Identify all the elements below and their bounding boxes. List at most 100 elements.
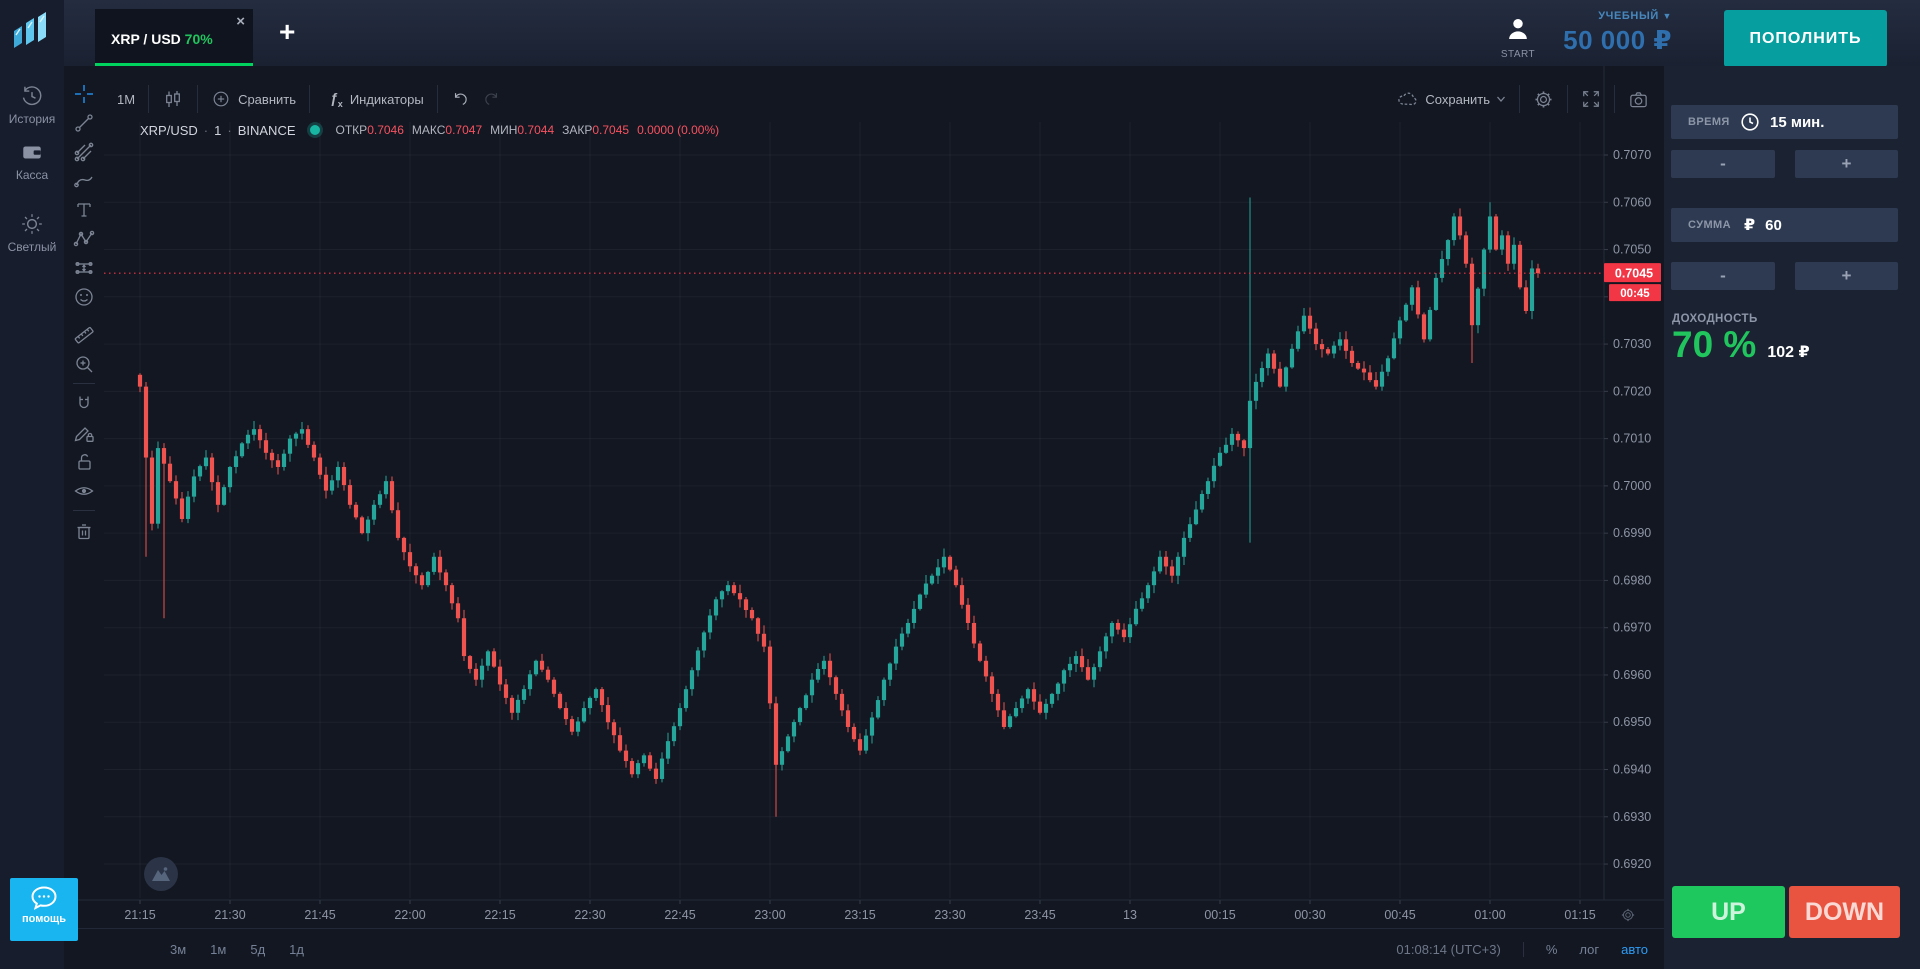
svg-text:0.6950: 0.6950 xyxy=(1613,715,1651,729)
amount-field-value: 60 xyxy=(1765,216,1782,234)
svg-text:0.6960: 0.6960 xyxy=(1613,668,1651,682)
ruble-icon: ₽ xyxy=(1744,217,1756,234)
legend-ohlc: ОТКР 0.7046 МАКС 0.7047 МИН 0.7044 ЗАКР 0.70… xyxy=(335,123,720,137)
svg-text:0.7060: 0.7060 xyxy=(1613,195,1651,209)
svg-text:23:45: 23:45 xyxy=(1024,908,1055,922)
range-5d[interactable]: 5д xyxy=(250,941,266,957)
svg-text:0.7010: 0.7010 xyxy=(1613,432,1651,446)
add-tab-button[interactable]: + xyxy=(279,16,296,47)
svg-text:0.7020: 0.7020 xyxy=(1613,384,1651,398)
payout-row: 70 % 102 ₽ xyxy=(1672,324,1810,366)
amount-field[interactable]: СУММА ₽ 60 xyxy=(1671,208,1898,242)
lock-all-icon[interactable] xyxy=(67,447,101,476)
asset-tab[interactable]: XRP / USD 70% × xyxy=(95,9,253,66)
trendline-tool-icon[interactable] xyxy=(67,108,101,137)
range-1d[interactable]: 1д xyxy=(289,941,304,957)
save-layout-button[interactable]: Сохранить xyxy=(1383,85,1520,113)
svg-text:22:30: 22:30 xyxy=(574,908,605,922)
drawing-toolbar xyxy=(64,79,104,545)
legend-symbol[interactable]: XRP/USD xyxy=(140,122,198,138)
emoji-tool-icon[interactable] xyxy=(67,282,101,311)
time-minus-button[interactable]: - xyxy=(1671,150,1775,178)
help-button[interactable]: помощь xyxy=(10,878,78,941)
down-button[interactable]: DOWN xyxy=(1789,886,1900,938)
amount-minus-button[interactable]: - xyxy=(1671,262,1775,290)
ohlc-low: 0.7044 xyxy=(517,123,555,137)
hide-all-icon[interactable] xyxy=(67,476,101,505)
app-logo xyxy=(14,12,46,48)
svg-text:00:30: 00:30 xyxy=(1294,908,1325,922)
crosshair-tool-icon[interactable] xyxy=(67,79,101,108)
price-chart[interactable]: 0.70700.70600.70500.70400.70300.70200.70… xyxy=(64,66,1664,969)
auto-scale-toggle[interactable]: авто xyxy=(1621,941,1648,957)
time-axis-settings-icon[interactable] xyxy=(1620,907,1636,928)
maximize-chart-button[interactable] xyxy=(144,857,178,891)
user-icon xyxy=(1509,18,1527,40)
payout-label: ДОХОДНОСТЬ xyxy=(1672,313,1758,325)
time-field[interactable]: ВРЕМЯ 15 мин. xyxy=(1671,105,1898,139)
svg-text:13: 13 xyxy=(1123,908,1137,922)
indicators-button[interactable]: ƒx Индикаторы xyxy=(310,85,438,113)
compare-button[interactable]: Сравнить xyxy=(198,85,310,113)
help-label: помощь xyxy=(22,913,66,925)
snapshot-button[interactable] xyxy=(1615,85,1662,113)
forecast-tool-icon[interactable] xyxy=(67,253,101,282)
svg-text:01:00: 01:00 xyxy=(1474,908,1505,922)
svg-text:0.6970: 0.6970 xyxy=(1613,621,1651,635)
gann-fib-tool-icon[interactable] xyxy=(67,137,101,166)
account-type: УЧЕБНЫЙ ▼ xyxy=(1598,10,1672,22)
zoom-tool-icon[interactable] xyxy=(67,349,101,378)
svg-text:0.7030: 0.7030 xyxy=(1613,337,1651,351)
deposit-button[interactable]: ПОПОЛНИТЬ xyxy=(1724,10,1887,67)
start-account-button[interactable]: START xyxy=(1496,16,1540,60)
pattern-tool-icon[interactable] xyxy=(67,224,101,253)
remove-all-icon[interactable] xyxy=(67,516,101,545)
svg-text:0.7050: 0.7050 xyxy=(1613,243,1651,257)
range-1m[interactable]: 1м xyxy=(210,941,227,957)
fx-icon: ƒx xyxy=(330,89,343,109)
sidebar-item-theme[interactable]: Светлый xyxy=(0,212,64,254)
redo-icon[interactable] xyxy=(481,89,501,109)
account-switcher[interactable]: УЧЕБНЫЙ ▼ 50 000 ₽ xyxy=(1563,10,1672,56)
svg-text:21:45: 21:45 xyxy=(304,908,335,922)
percent-scale-toggle[interactable]: % xyxy=(1545,941,1558,957)
camera-icon xyxy=(1630,91,1647,107)
ruler-tool-icon[interactable] xyxy=(67,320,101,349)
drawing-mode-lock-icon[interactable] xyxy=(67,418,101,447)
compare-icon xyxy=(213,91,229,107)
fullscreen-button[interactable] xyxy=(1568,85,1615,113)
amount-plus-button[interactable]: + xyxy=(1795,262,1898,290)
chart-type-button[interactable] xyxy=(149,85,199,113)
text-tool-icon[interactable] xyxy=(67,195,101,224)
svg-text:0.6920: 0.6920 xyxy=(1613,857,1651,871)
asset-tab-label: XRP / USD 70% xyxy=(111,31,213,47)
tab-close-icon[interactable]: × xyxy=(236,13,245,30)
range-selector: 3м 1м 5д 1д xyxy=(170,942,304,957)
brush-tool-icon[interactable] xyxy=(67,166,101,195)
sun-icon xyxy=(22,214,42,234)
fullscreen-icon xyxy=(1583,91,1599,107)
svg-text:0.7045: 0.7045 xyxy=(1615,267,1653,281)
svg-text:00:15: 00:15 xyxy=(1204,908,1235,922)
interval-button[interactable]: 1M xyxy=(104,85,150,113)
legend-interval: 1 xyxy=(214,122,222,138)
time-plus-button[interactable]: + xyxy=(1795,150,1898,178)
svg-text:0.6940: 0.6940 xyxy=(1613,763,1651,777)
payout-amount: 102 ₽ xyxy=(1767,344,1810,361)
svg-text:0.6990: 0.6990 xyxy=(1613,526,1651,540)
up-button[interactable]: UP xyxy=(1672,886,1785,938)
topbar: XRP / USD 70% × + START УЧЕБНЫЙ ▼ 50 000… xyxy=(64,0,1920,67)
chart-bottom-bar: 3м 1м 5д 1д 01:08:14 (UTC+3) % лог авто xyxy=(64,928,1664,969)
chart-settings-button[interactable] xyxy=(1520,85,1568,113)
start-label: START xyxy=(1500,49,1536,60)
undo-icon[interactable] xyxy=(451,89,471,109)
log-scale-toggle[interactable]: лог xyxy=(1579,941,1600,957)
svg-text:21:15: 21:15 xyxy=(124,908,155,922)
magnet-tool-icon[interactable] xyxy=(67,389,101,418)
sidebar-item-cashier[interactable]: Касса xyxy=(0,140,64,182)
sidebar-item-history[interactable]: История xyxy=(0,84,64,126)
svg-text:21:30: 21:30 xyxy=(214,908,245,922)
divider xyxy=(1522,941,1524,957)
range-3m[interactable]: 3м xyxy=(170,941,187,957)
